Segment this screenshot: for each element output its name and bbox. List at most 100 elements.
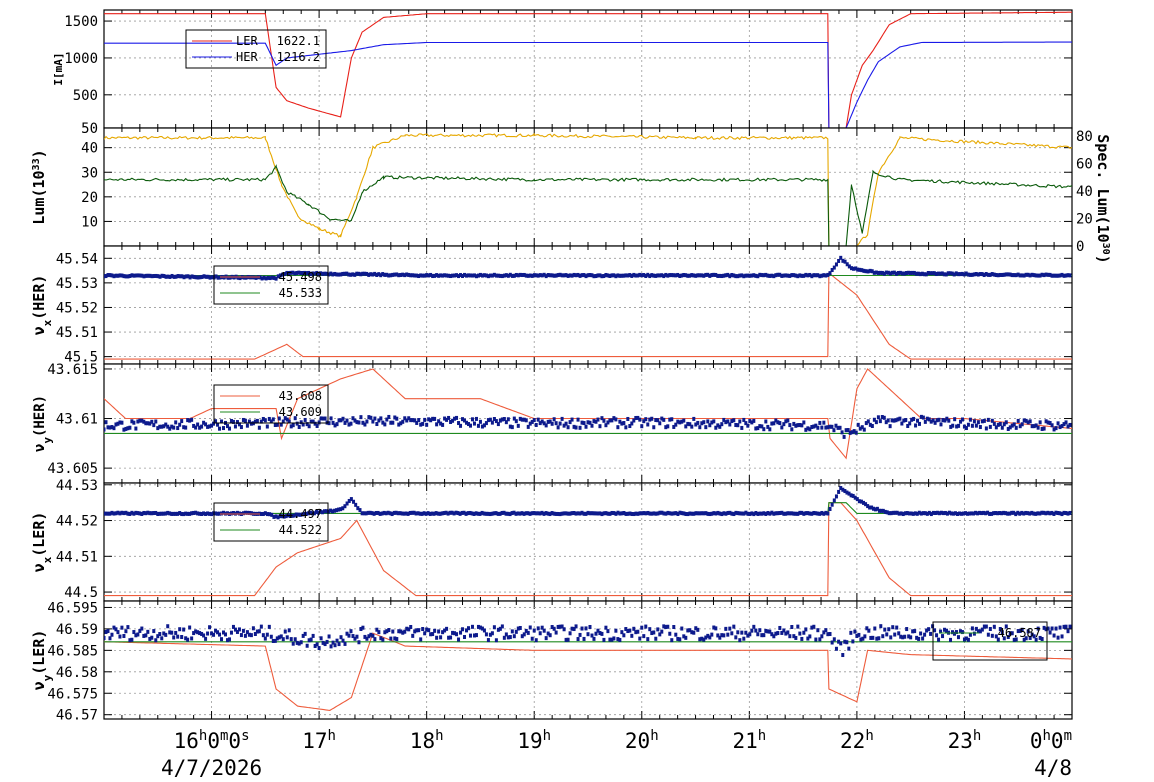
measured-point xyxy=(387,414,391,419)
measured-point xyxy=(754,510,758,515)
series-line xyxy=(104,41,1072,128)
measured-point xyxy=(748,511,752,516)
measured-point xyxy=(560,511,564,516)
measured-point xyxy=(580,273,584,278)
measured-point xyxy=(945,416,949,421)
measured-point xyxy=(235,420,239,425)
x-tick-label-hour: 21 xyxy=(732,729,757,753)
measured-point xyxy=(310,511,314,516)
measured-point xyxy=(341,638,345,643)
measured-point xyxy=(196,630,200,635)
measured-point xyxy=(931,418,935,423)
measured-point xyxy=(262,275,266,280)
measured-point xyxy=(174,420,178,425)
measured-point xyxy=(542,628,546,633)
measured-point xyxy=(134,426,138,431)
measured-point xyxy=(929,512,933,517)
measured-point xyxy=(142,419,146,424)
measured-point xyxy=(449,419,453,424)
measured-point xyxy=(910,417,914,422)
y-axis-label-main: ν xyxy=(32,444,48,452)
y-axis-label-main: Lum(10 xyxy=(30,170,48,224)
y-tick-label: 45.53 xyxy=(56,276,98,292)
measured-point xyxy=(1046,420,1050,425)
measured-point xyxy=(329,644,333,649)
measured-point xyxy=(325,639,329,644)
measured-point xyxy=(146,273,150,278)
measured-point xyxy=(670,638,674,643)
measured-point xyxy=(666,624,670,629)
measured-point xyxy=(544,636,548,641)
measured-point xyxy=(375,627,379,632)
measured-point xyxy=(425,627,429,632)
measured-point xyxy=(992,272,996,277)
measured-point xyxy=(540,510,544,515)
measured-point xyxy=(638,272,642,277)
measured-point xyxy=(320,510,324,515)
measured-point xyxy=(616,510,620,515)
measured-point xyxy=(964,511,968,516)
measured-point xyxy=(646,510,650,515)
measured-point xyxy=(374,510,378,515)
measured-point xyxy=(208,625,212,630)
measured-point xyxy=(905,511,909,516)
measured-point xyxy=(400,511,404,516)
measured-point xyxy=(307,270,311,275)
measured-point xyxy=(150,511,154,516)
measured-point xyxy=(225,511,229,516)
measured-point xyxy=(794,635,798,640)
measured-point xyxy=(389,636,393,641)
measured-point xyxy=(864,269,868,274)
measured-point xyxy=(108,273,112,278)
x-tick-label-unit: h xyxy=(435,728,443,744)
measured-point xyxy=(319,636,323,641)
measured-point xyxy=(676,272,680,277)
measured-point xyxy=(897,511,901,516)
measured-point xyxy=(857,632,861,637)
measured-point xyxy=(459,423,463,428)
measured-point xyxy=(305,643,309,648)
measured-point xyxy=(592,419,596,424)
measured-point xyxy=(182,425,186,430)
measured-point xyxy=(636,511,640,516)
measured-point xyxy=(786,511,790,516)
measured-point xyxy=(594,419,598,424)
measured-point xyxy=(329,416,333,421)
measured-point xyxy=(369,415,373,420)
measured-point xyxy=(214,511,218,516)
measured-point xyxy=(317,272,321,277)
measured-point xyxy=(150,419,154,424)
measured-point xyxy=(700,636,704,641)
measured-point xyxy=(488,273,492,278)
measured-point xyxy=(506,635,510,640)
measured-point xyxy=(464,511,468,516)
measured-point xyxy=(524,418,528,423)
measured-point xyxy=(313,421,317,426)
measured-point xyxy=(760,633,764,638)
measured-point xyxy=(522,417,526,422)
measured-point xyxy=(1004,272,1008,277)
measured-point xyxy=(1052,427,1056,432)
measured-point xyxy=(788,511,792,516)
measured-point xyxy=(457,274,461,279)
measured-point xyxy=(365,419,369,424)
measured-point xyxy=(794,511,798,516)
measured-point xyxy=(780,630,784,635)
measured-point xyxy=(768,629,772,634)
measured-point xyxy=(327,634,331,639)
x-tick-label-hour: 22 xyxy=(840,729,865,753)
measured-point xyxy=(371,633,375,638)
measured-point xyxy=(530,636,534,641)
measured-point xyxy=(895,625,899,630)
measured-point xyxy=(596,628,600,633)
measured-point xyxy=(186,511,190,516)
measured-point xyxy=(722,417,726,422)
measured-point xyxy=(724,273,728,278)
measured-point xyxy=(780,425,784,430)
measured-point xyxy=(600,512,604,517)
measured-point xyxy=(839,255,843,260)
measured-point xyxy=(656,418,660,423)
measured-point xyxy=(170,630,174,635)
measured-point xyxy=(580,510,584,515)
measured-point xyxy=(870,424,874,429)
